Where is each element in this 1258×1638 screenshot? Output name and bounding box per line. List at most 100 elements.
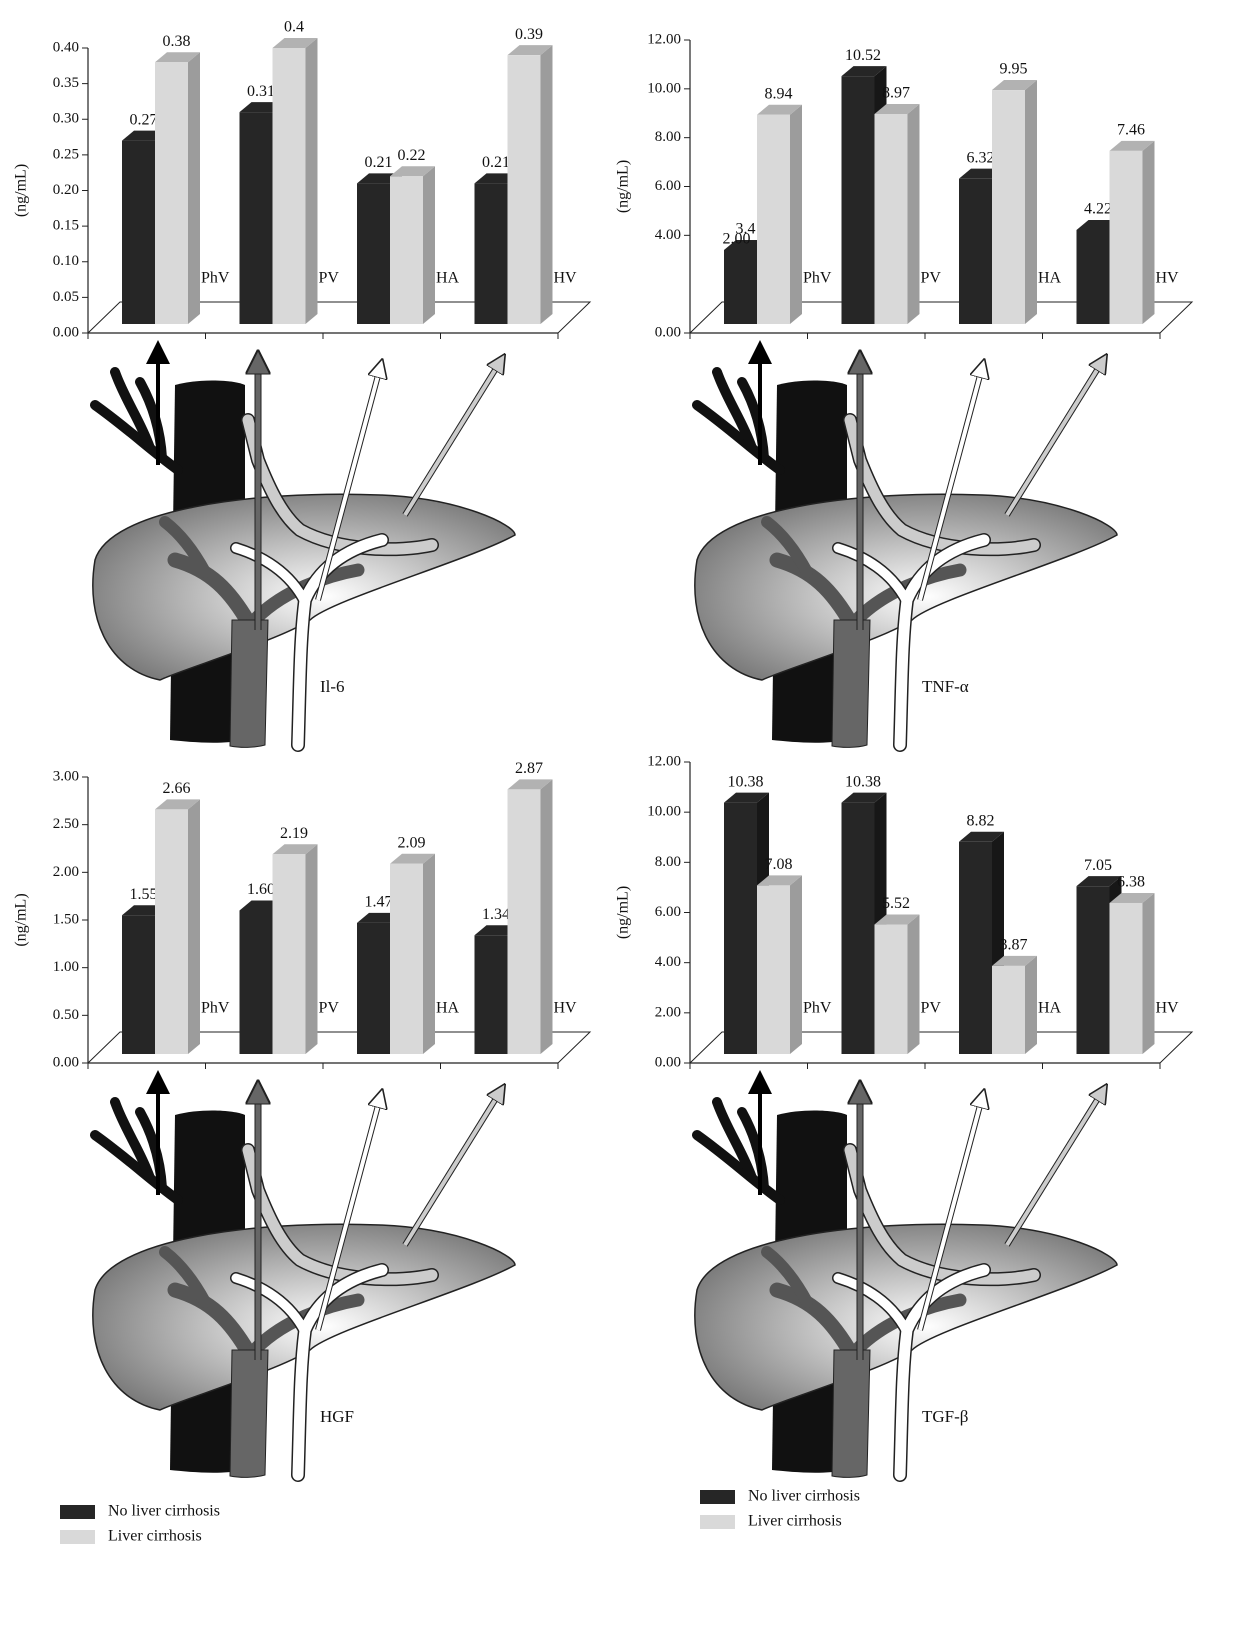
x-tick-label: HA <box>436 270 460 287</box>
value-label: 6.38 <box>1117 874 1145 891</box>
bar-top <box>155 799 200 810</box>
y-tick-label: 12.00 <box>647 31 681 47</box>
x-tick-label: PhV <box>803 270 832 287</box>
annotation: 2.00 <box>723 231 751 248</box>
bar <box>1076 886 1110 1054</box>
value-label: 7.05 <box>1084 857 1112 874</box>
bar-top <box>1109 892 1155 903</box>
y-tick-label: 0.05 <box>53 289 79 305</box>
bar <box>239 910 273 1054</box>
value-label: 0.27 <box>130 111 158 128</box>
value-label: 10.52 <box>845 47 881 64</box>
chart: 0.00 2.00 4.00 6.00 8.00 10.00 12.00 (ng/mL) PhV… <box>615 753 1194 1530</box>
bar <box>122 915 155 1054</box>
x-tick-label: HV <box>1156 270 1180 287</box>
value-label: 0.21 <box>365 154 393 171</box>
value-label: 10.38 <box>728 773 764 790</box>
bar <box>757 885 790 1054</box>
liver-illustration <box>695 352 1117 747</box>
y-tick-label: 0.00 <box>655 1054 681 1070</box>
x-tick-label: PhV <box>803 1000 832 1017</box>
bar <box>155 809 188 1054</box>
bar <box>155 62 188 324</box>
bar <box>474 183 508 324</box>
bar <box>874 113 908 324</box>
bar-side <box>305 844 318 1054</box>
bar-side <box>305 38 318 324</box>
value-label: 0.4 <box>284 19 304 36</box>
x-tick-label: HV <box>1156 1000 1180 1017</box>
bar-top <box>992 80 1037 91</box>
y-tick-label: 0.30 <box>53 111 79 127</box>
x-tick-label: PV <box>319 270 340 287</box>
x-tick-label: PhV <box>201 270 230 287</box>
bar-side <box>423 166 435 324</box>
bar <box>874 924 908 1054</box>
x-tick-label: HA <box>436 1000 460 1017</box>
bar-top <box>390 853 435 864</box>
illustration-label: TNF-α <box>922 677 969 696</box>
value-label: 2.19 <box>280 825 308 842</box>
bar-top <box>841 792 887 803</box>
value-label: 1.34 <box>482 906 510 923</box>
y-tick-label: 3.00 <box>53 768 79 784</box>
value-label: 2.09 <box>398 834 426 851</box>
bar-side <box>1025 955 1037 1054</box>
x-tick-label: PV <box>921 270 942 287</box>
value-label: 8.97 <box>882 85 910 102</box>
value-label: 9.95 <box>1000 61 1028 78</box>
bar <box>507 789 541 1054</box>
y-tick-label: 2.50 <box>53 816 79 832</box>
y-tick-label: 4.00 <box>655 954 681 970</box>
bar <box>357 922 390 1054</box>
bar-top <box>841 66 887 77</box>
bar-side <box>540 45 553 324</box>
y-axis-label: (ng/mL) <box>615 160 632 213</box>
y-tick-label: 0.10 <box>53 253 79 269</box>
bar <box>272 854 306 1054</box>
y-tick-label: 6.00 <box>655 904 681 920</box>
y-tick-label: 0.40 <box>53 39 79 55</box>
y-tick-label: 0.20 <box>53 182 79 198</box>
bar <box>841 802 875 1054</box>
value-label: 2.66 <box>163 780 191 797</box>
bar <box>1109 150 1143 324</box>
y-tick-label: 4.00 <box>655 227 681 243</box>
y-tick-label: 0.00 <box>53 1054 79 1070</box>
value-label: 1.55 <box>130 886 158 903</box>
y-tick-label: 0.50 <box>53 1007 79 1023</box>
bar-top <box>757 104 802 115</box>
liver-illustration <box>93 1082 515 1477</box>
bar-top <box>757 875 802 886</box>
bar-top <box>874 914 920 925</box>
bar <box>357 183 390 324</box>
value-label: 0.21 <box>482 154 510 171</box>
bar-side <box>540 779 553 1054</box>
value-label: 7.46 <box>1117 122 1145 139</box>
bar-top <box>874 103 920 114</box>
legend-swatch <box>60 1530 95 1544</box>
value-label: 4.22 <box>1084 201 1112 218</box>
illustration-label: TGF-β <box>922 1407 968 1426</box>
bar-side <box>907 103 920 324</box>
x-tick-label: HV <box>554 270 578 287</box>
liver-illustration <box>695 1082 1117 1477</box>
y-tick-label: 2.00 <box>53 864 79 880</box>
bar-top <box>155 52 200 63</box>
bar <box>1076 229 1110 324</box>
y-tick-label: 8.00 <box>655 854 681 870</box>
legend-swatch <box>700 1490 735 1504</box>
value-label: 8.94 <box>765 85 793 102</box>
y-tick-label: 10.00 <box>647 80 681 96</box>
bar <box>239 112 273 324</box>
bar <box>841 76 875 325</box>
bar-top <box>1076 876 1122 887</box>
bar-top <box>992 955 1037 966</box>
bar <box>959 841 992 1054</box>
bar-side <box>1025 80 1037 324</box>
bar-side <box>423 853 435 1054</box>
bar-top <box>507 779 553 790</box>
x-tick-label: HV <box>554 1000 578 1017</box>
value-label: 1.60 <box>247 881 275 898</box>
